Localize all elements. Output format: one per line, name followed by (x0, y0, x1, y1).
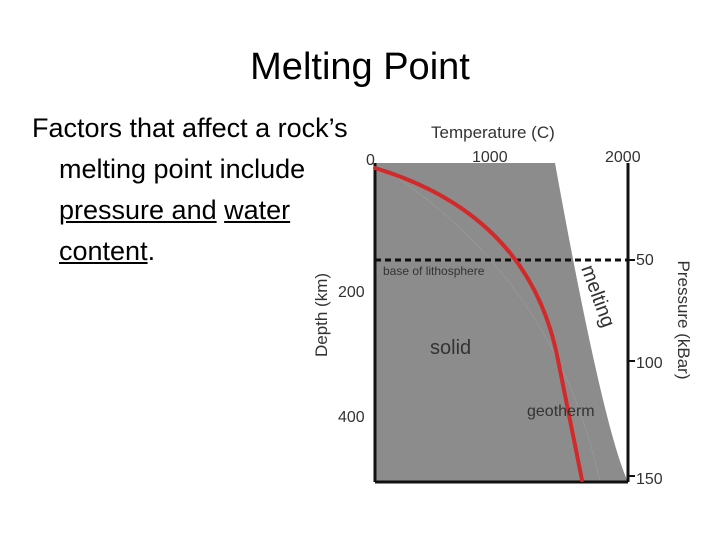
top-tick-0: 0 (366, 152, 375, 169)
underlined-pressure: pressure and (59, 195, 217, 225)
slide-title: Melting Point (250, 46, 470, 88)
bullet-text: Factors that affect a rock’s melting poi… (32, 108, 349, 272)
solid-label: solid (430, 337, 471, 359)
melting-region (375, 163, 628, 482)
underlined-water-content: water content (59, 195, 291, 266)
bullet-period: . (147, 236, 156, 266)
bullet-space (217, 195, 225, 225)
right-tick-50: 50 (636, 252, 654, 269)
geotherm-label: geotherm (527, 403, 595, 420)
solid-region (375, 163, 600, 482)
left-tick-400: 400 (338, 409, 365, 426)
melting-point-diagram: Temperature (C) 0 1000 2000 Depth (km) 2… (312, 123, 693, 488)
bullet-text-intro: Factors that affect a rock’s melting poi… (32, 113, 348, 184)
right-tick-100: 100 (636, 355, 663, 372)
left-tick-200: 200 (338, 284, 365, 301)
top-tick-1000: 1000 (472, 149, 508, 166)
lithosphere-base-label: base of lithosphere (383, 264, 485, 278)
right-tick-150: 150 (636, 471, 663, 488)
top-tick-2000: 2000 (605, 149, 641, 166)
geotherm-curve (373, 166, 584, 482)
left-axis-label: Depth (km) (312, 273, 331, 357)
right-axis-label: Pressure (kBar) (674, 260, 693, 379)
top-axis-label: Temperature (C) (431, 123, 555, 142)
